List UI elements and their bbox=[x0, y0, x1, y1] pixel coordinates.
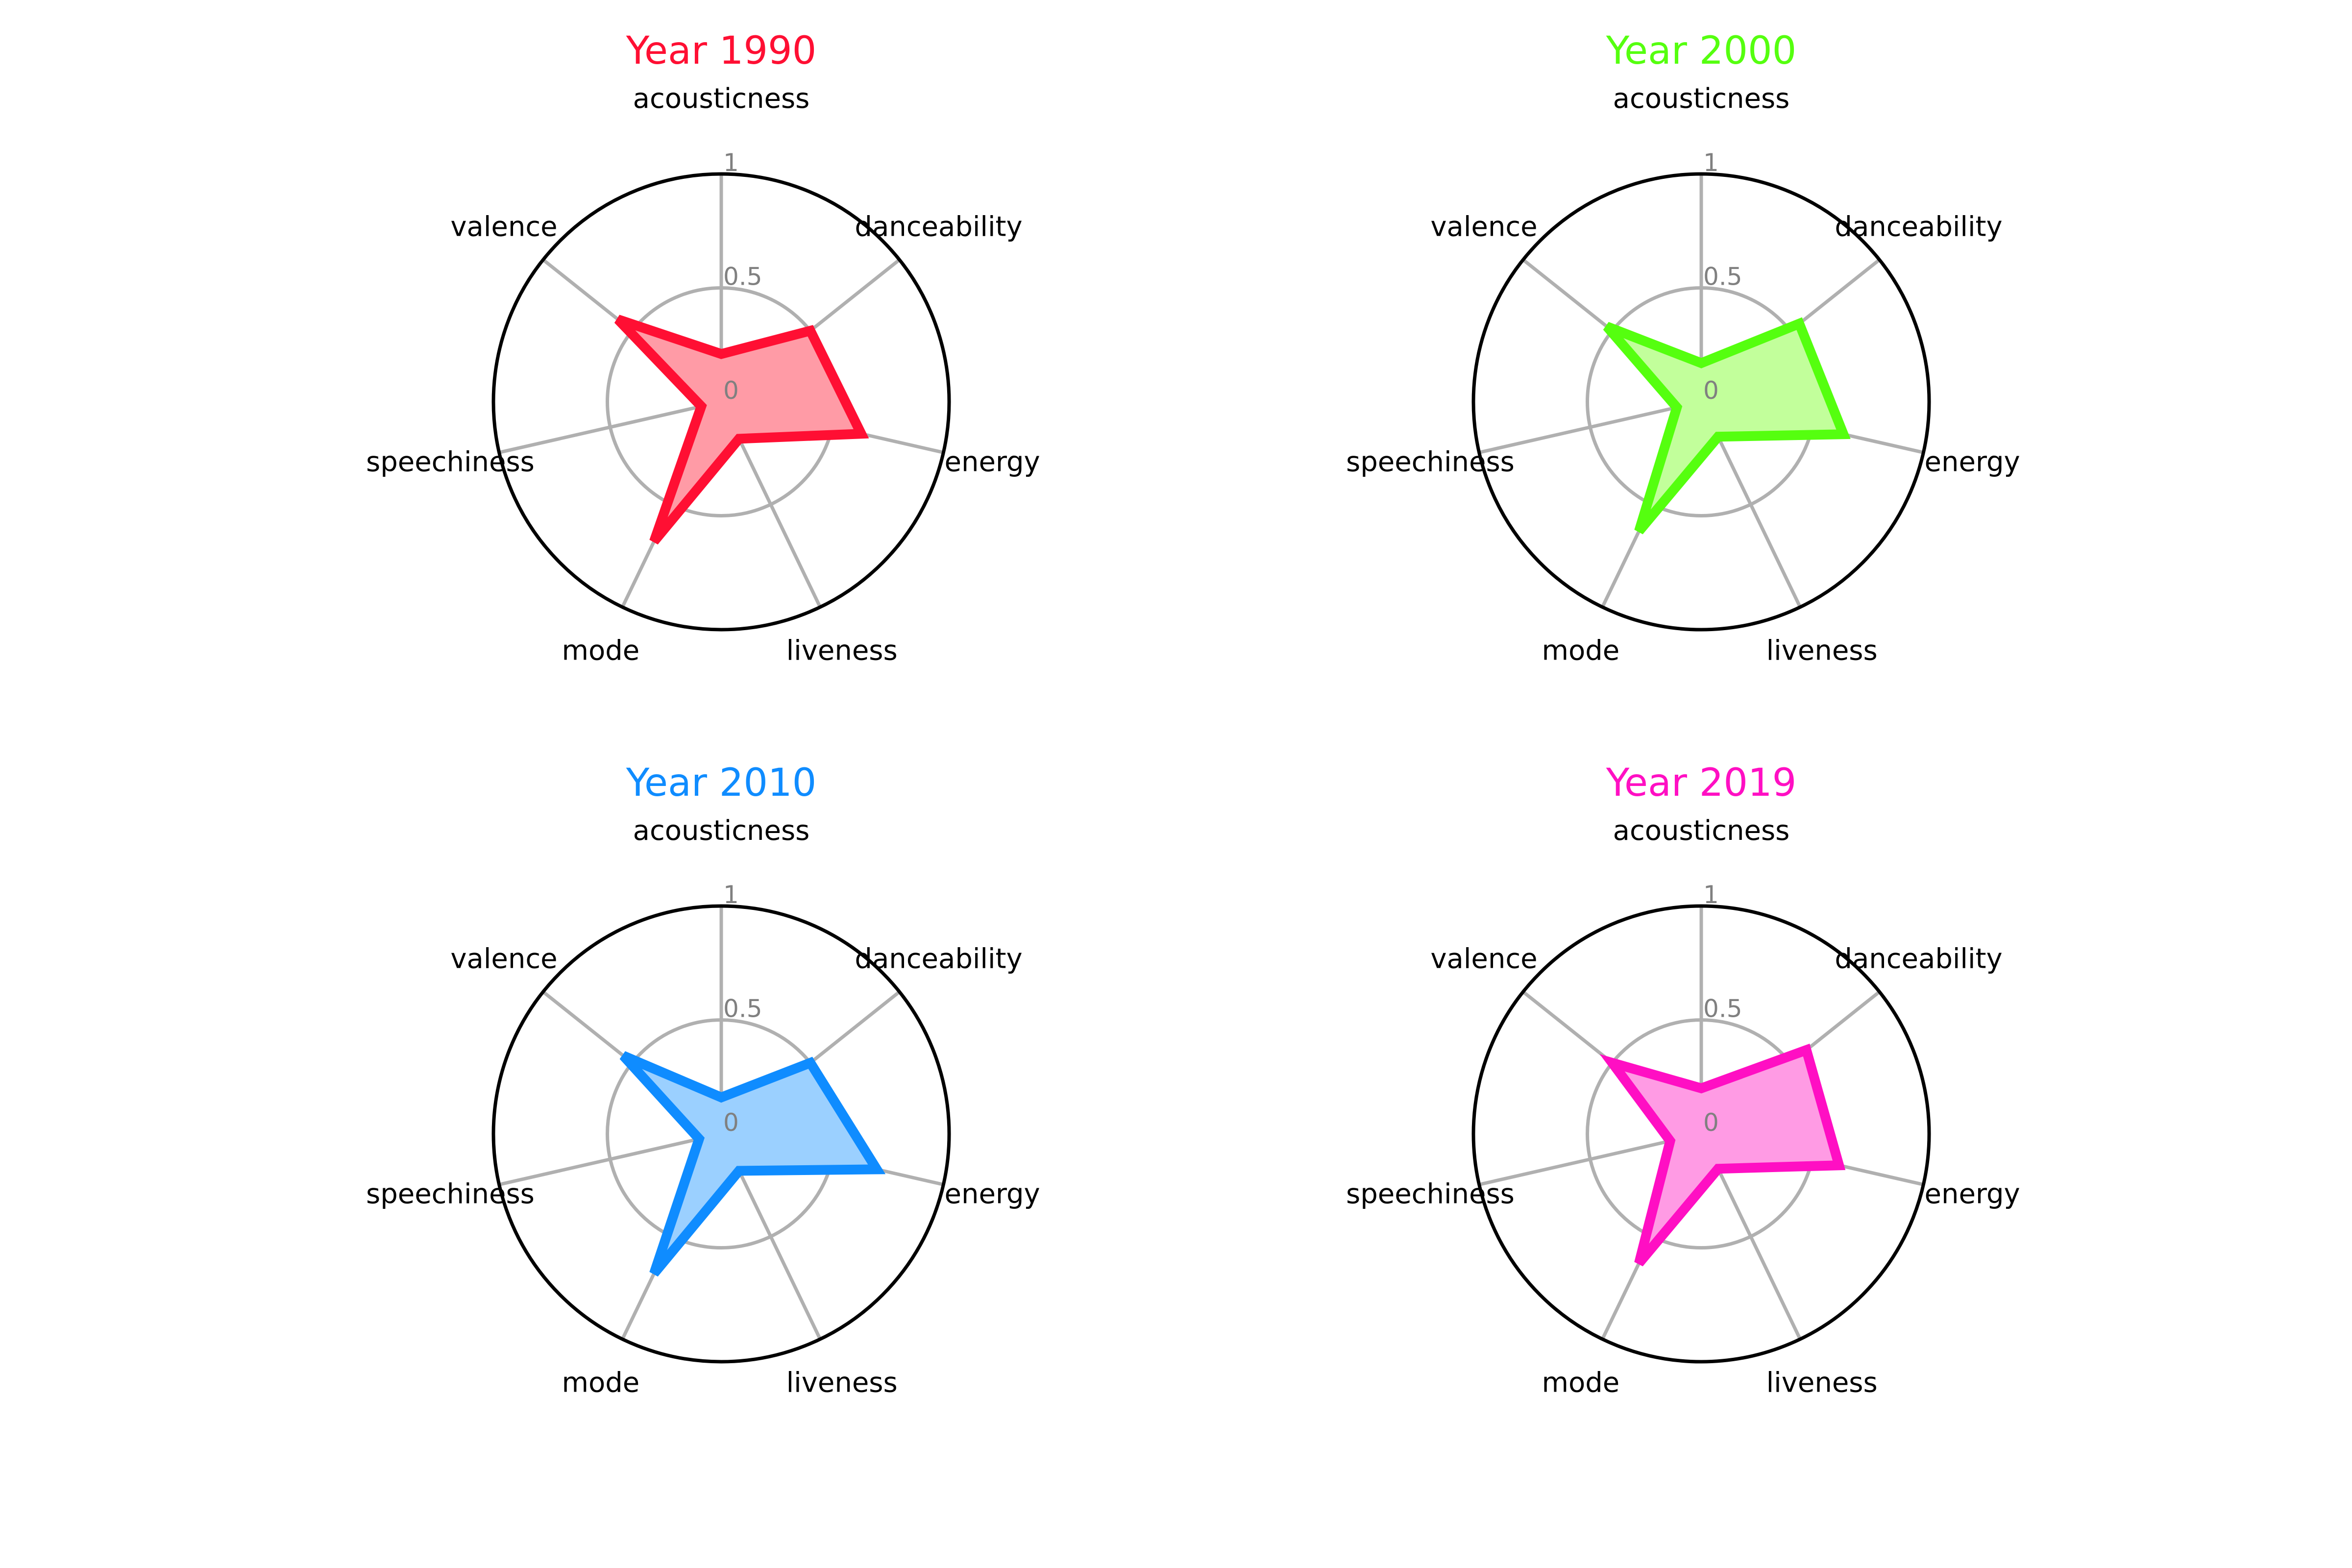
axis-label-acousticness: acousticness bbox=[1613, 83, 1790, 115]
axis-label-valence: valence bbox=[1430, 943, 1537, 975]
data-polygon bbox=[614, 315, 869, 545]
tick-label: 0.5 bbox=[1703, 995, 1742, 1023]
tick-label: 0.5 bbox=[1703, 263, 1742, 291]
axis-label-danceability: danceability bbox=[1835, 211, 2002, 243]
tick-label: 0 bbox=[723, 376, 739, 405]
outer-frame-circle bbox=[1471, 172, 1931, 632]
axis-label-energy: energy bbox=[945, 1178, 1040, 1210]
radar-subplot: 0 0.5 1 acousticness danceability energy liven… bbox=[1346, 29, 2020, 666]
tick-label: 0.5 bbox=[723, 995, 762, 1023]
axis-label-danceability: danceability bbox=[1835, 943, 2002, 975]
tick-label: 0 bbox=[723, 1108, 739, 1137]
data-polygon bbox=[1599, 1043, 1846, 1267]
axis-label-mode: mode bbox=[1542, 1367, 1619, 1398]
axis-label-speechiness: speechiness bbox=[366, 1178, 535, 1210]
axis-label-valence: valence bbox=[1430, 211, 1537, 243]
data-polygon bbox=[1603, 317, 1851, 535]
data-polygon bbox=[619, 1051, 886, 1277]
axis-label-valence: valence bbox=[450, 943, 557, 975]
radar-subplot: 0 0.5 1 acousticness danceability energy liven… bbox=[366, 761, 1040, 1398]
axis-label-energy: energy bbox=[945, 446, 1040, 478]
tick-label: 0 bbox=[1703, 1108, 1719, 1137]
axis-label-danceability: danceability bbox=[855, 211, 1022, 243]
axis-label-liveness: liveness bbox=[1766, 1367, 1878, 1398]
axis-label-liveness: liveness bbox=[786, 1367, 898, 1398]
tick-label: 1 bbox=[723, 148, 739, 177]
radar-subplot: 0 0.5 1 acousticness danceability energy liven… bbox=[1346, 761, 2020, 1398]
axis-label-mode: mode bbox=[1542, 635, 1619, 666]
axis-label-mode: mode bbox=[562, 1367, 639, 1398]
tick-label: 1 bbox=[1703, 148, 1719, 177]
tick-label: 0.5 bbox=[723, 263, 762, 291]
axis-label-energy: energy bbox=[1925, 446, 2020, 478]
outer-frame-circle bbox=[491, 172, 951, 632]
axis-label-acousticness: acousticness bbox=[633, 815, 810, 847]
axis-label-speechiness: speechiness bbox=[1346, 1178, 1515, 1210]
axis-label-valence: valence bbox=[450, 211, 557, 243]
axis-label-speechiness: speechiness bbox=[366, 446, 535, 478]
axis-label-liveness: liveness bbox=[1766, 635, 1878, 666]
chart-title: Year 2019 bbox=[1606, 761, 1796, 805]
tick-label: 0 bbox=[1703, 376, 1719, 405]
chart-title: Year 1990 bbox=[626, 29, 816, 73]
axis-label-acousticness: acousticness bbox=[633, 83, 810, 115]
axis-label-liveness: liveness bbox=[786, 635, 898, 666]
outer-frame-circle bbox=[1471, 904, 1931, 1364]
axis-label-acousticness: acousticness bbox=[1613, 815, 1790, 847]
chart-title: Year 2010 bbox=[626, 761, 816, 805]
axis-label-energy: energy bbox=[1925, 1178, 2020, 1210]
tick-label: 1 bbox=[1703, 881, 1719, 909]
radar-subplot: 0 0.5 1 acousticness danceability energy liven… bbox=[366, 29, 1040, 666]
axis-label-danceability: danceability bbox=[855, 943, 1022, 975]
tick-label: 1 bbox=[723, 881, 739, 909]
axis-label-mode: mode bbox=[562, 635, 639, 666]
axis-label-speechiness: speechiness bbox=[1346, 446, 1515, 478]
outer-frame-circle bbox=[491, 904, 951, 1364]
chart-title: Year 2000 bbox=[1606, 29, 1796, 73]
